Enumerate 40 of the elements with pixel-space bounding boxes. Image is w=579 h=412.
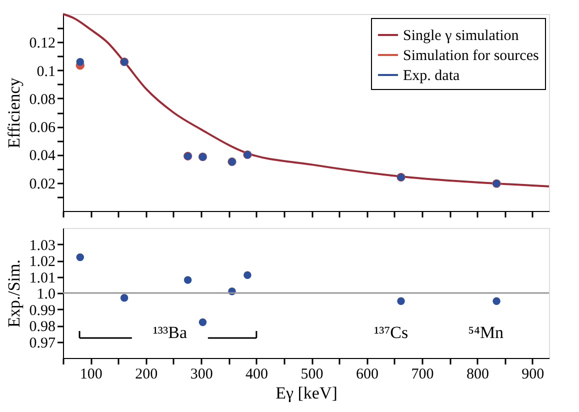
point — [76, 253, 84, 262]
annotation: ¹³⁷Cs — [374, 323, 408, 342]
point — [244, 271, 252, 279]
point — [492, 297, 500, 305]
legend-label: Exp. data — [403, 68, 460, 84]
y-axis-title: Efficiency — [4, 77, 24, 148]
y-tick-label: 0.08 — [29, 92, 56, 108]
point — [184, 276, 192, 284]
legend-label: Single γ simulation — [403, 28, 520, 44]
y-tick-label: 0.06 — [29, 120, 56, 136]
x-tick-label: 300 — [190, 366, 213, 382]
annotation: ⁵⁴Mn — [468, 323, 504, 342]
line-series — [62, 13, 550, 188]
y-tick-label: 0.98 — [29, 319, 56, 335]
point — [120, 294, 128, 302]
y-tick-label: 0.1 — [36, 64, 56, 80]
x-tick-label: 400 — [246, 366, 268, 382]
x-tick-label: 700 — [411, 366, 434, 382]
y-axis-title: Exp./Sim. — [4, 259, 24, 328]
y-tick-label: 1.0 — [36, 286, 56, 302]
annotation: ¹³³Ba — [152, 323, 188, 342]
y-tick-label: 1.02 — [29, 254, 56, 270]
x-tick-label: 200 — [135, 366, 158, 382]
y-tick-label: 0.04 — [29, 148, 56, 164]
point — [397, 297, 405, 305]
point — [198, 318, 207, 326]
x-tick-label: 100 — [80, 366, 102, 382]
y-tick-label: 0.99 — [29, 302, 56, 319]
y-tick-label: 0.12 — [29, 36, 56, 52]
y-tick-label: 0.02 — [29, 176, 56, 192]
y-tick-label: 0.97 — [29, 335, 56, 352]
x-tick-label: 600 — [356, 366, 378, 382]
x-axis-title: Eγ [keV] — [276, 384, 338, 402]
y-tick-label: 1.01 — [29, 270, 56, 286]
x-tick-label: 900 — [522, 366, 544, 382]
point — [76, 58, 84, 66]
x-tick-label: 500 — [300, 366, 324, 382]
x-tick-label: 800 — [466, 366, 489, 382]
y-tick-label: 1.03 — [29, 238, 56, 254]
legend-label: Simulation for sources — [403, 48, 539, 64]
